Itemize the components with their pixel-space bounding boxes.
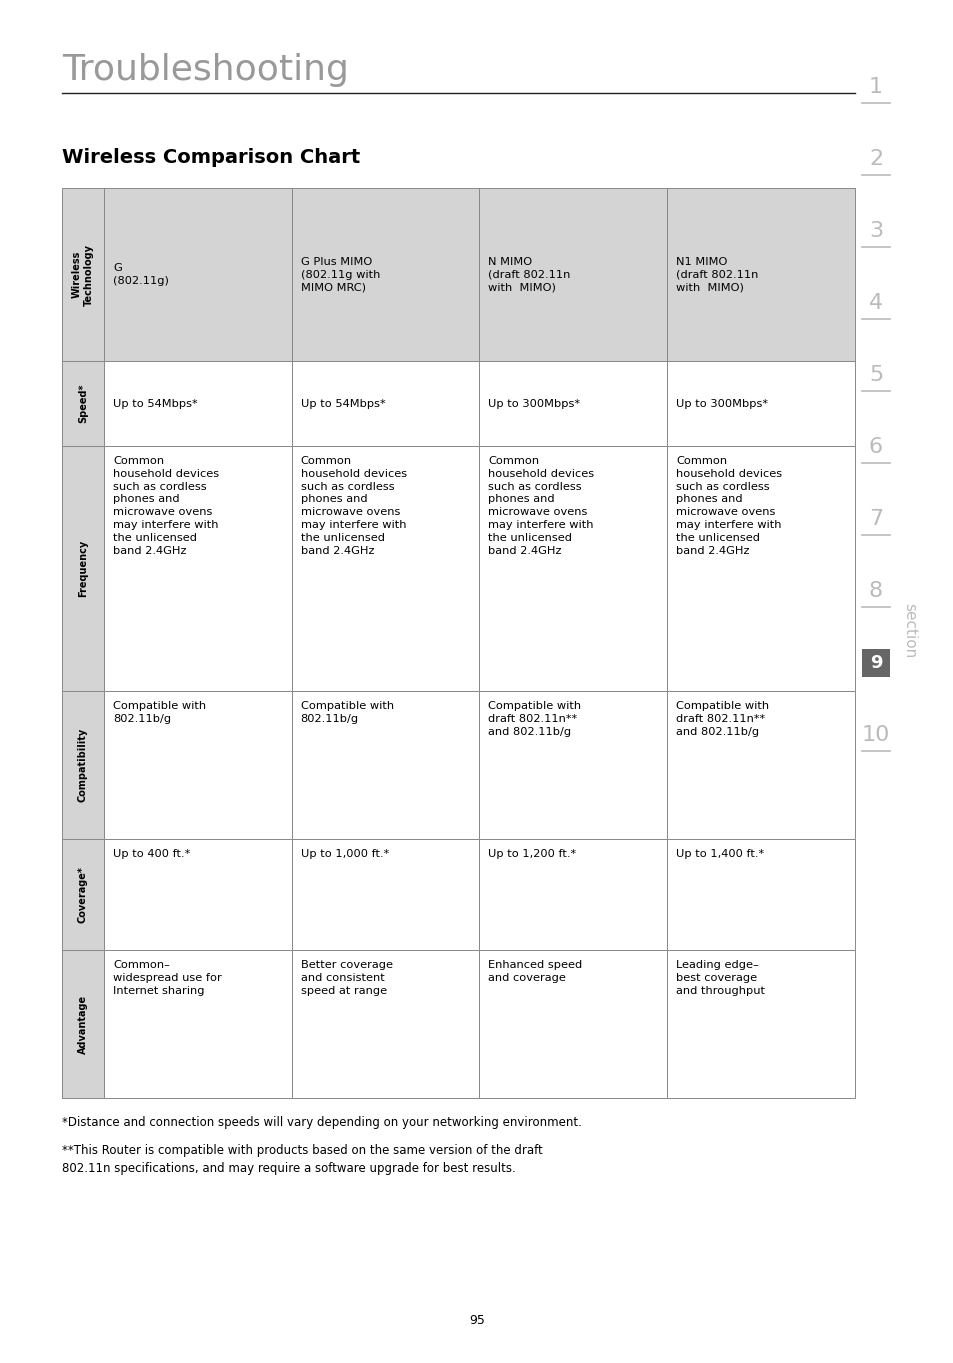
Text: 2: 2 [868, 149, 882, 169]
Bar [62, 446, 104, 691]
Bar [479, 691, 666, 840]
Text: Better coverage
and consistent
speed at range: Better coverage and consistent speed at … [300, 961, 393, 996]
Text: Enhanced speed
and coverage: Enhanced speed and coverage [488, 961, 582, 983]
Text: Common
household devices
such as cordless
phones and
microwave ovens
may interfe: Common household devices such as cordles… [112, 457, 219, 556]
Text: Compatible with
802.11b/g: Compatible with 802.11b/g [112, 702, 206, 724]
Text: 5: 5 [868, 365, 882, 384]
Text: Speed*: Speed* [78, 384, 88, 424]
Text: Wireless Comparison Chart: Wireless Comparison Chart [62, 149, 360, 168]
Text: Compatible with
draft 802.11n**
and 802.11b/g: Compatible with draft 802.11n** and 802.… [676, 702, 768, 737]
Text: Up to 1,400 ft.*: Up to 1,400 ft.* [676, 849, 763, 859]
Text: Common
household devices
such as cordless
phones and
microwave ovens
may interfe: Common household devices such as cordles… [676, 457, 781, 556]
Text: Frequency: Frequency [78, 540, 88, 597]
Text: Troubleshooting: Troubleshooting [62, 53, 349, 87]
Bar [104, 950, 292, 1099]
Text: Up to 54Mbps*: Up to 54Mbps* [300, 398, 385, 409]
Text: N MIMO
(draft 802.11n
with  MIMO): N MIMO (draft 802.11n with MIMO) [488, 256, 570, 293]
Bar [292, 840, 479, 950]
Text: Compatibility: Compatibility [78, 728, 88, 803]
Text: **This Router is compatible with products based on the same version of the draft: **This Router is compatible with product… [62, 1144, 542, 1175]
Text: Up to 1,200 ft.*: Up to 1,200 ft.* [488, 849, 576, 859]
Text: 3: 3 [868, 221, 882, 241]
Text: G
(802.11g): G (802.11g) [112, 263, 169, 286]
Bar [666, 840, 854, 950]
Text: Compatible with
802.11b/g: Compatible with 802.11b/g [300, 702, 394, 724]
Bar [104, 691, 292, 840]
Text: 10: 10 [861, 725, 889, 746]
Text: 1: 1 [868, 76, 882, 97]
Bar [479, 950, 666, 1099]
Bar [104, 446, 292, 691]
Text: Up to 300Mbps*: Up to 300Mbps* [676, 398, 767, 409]
Text: 9: 9 [869, 654, 882, 672]
Bar [62, 361, 104, 446]
Text: Common
household devices
such as cordless
phones and
microwave ovens
may interfe: Common household devices such as cordles… [488, 457, 594, 556]
Text: G Plus MIMO
(802.11g with
MIMO MRC): G Plus MIMO (802.11g with MIMO MRC) [300, 256, 379, 293]
Text: 4: 4 [868, 293, 882, 313]
Text: Advantage: Advantage [78, 995, 88, 1054]
Text: 95: 95 [469, 1314, 484, 1328]
Bar [479, 361, 666, 446]
Text: 6: 6 [868, 438, 882, 457]
Text: Common–
widespread use for
Internet sharing: Common– widespread use for Internet shar… [112, 961, 221, 996]
Bar [62, 188, 104, 361]
Bar [292, 950, 479, 1099]
Text: Up to 1,000 ft.*: Up to 1,000 ft.* [300, 849, 389, 859]
Text: Common
household devices
such as cordless
phones and
microwave ovens
may interfe: Common household devices such as cordles… [300, 457, 406, 556]
Bar [104, 188, 292, 361]
Text: section: section [902, 602, 917, 658]
Bar [862, 649, 889, 677]
Bar [104, 840, 292, 950]
Text: Wireless
Technology: Wireless Technology [71, 244, 94, 305]
Bar [62, 691, 104, 840]
Text: Up to 54Mbps*: Up to 54Mbps* [112, 398, 197, 409]
Bar [292, 188, 479, 361]
Text: N1 MIMO
(draft 802.11n
with  MIMO): N1 MIMO (draft 802.11n with MIMO) [676, 256, 758, 293]
Bar [62, 950, 104, 1099]
Bar [62, 840, 104, 950]
Text: Up to 400 ft.*: Up to 400 ft.* [112, 849, 190, 859]
Text: *Distance and connection speeds will vary depending on your networking environme: *Distance and connection speeds will var… [62, 1116, 581, 1129]
Text: Coverage*: Coverage* [78, 867, 88, 923]
Bar [292, 361, 479, 446]
Bar [666, 188, 854, 361]
Bar [666, 361, 854, 446]
Bar [666, 950, 854, 1099]
Bar [292, 446, 479, 691]
Bar [666, 446, 854, 691]
Text: 7: 7 [868, 508, 882, 529]
Bar [479, 446, 666, 691]
Bar [479, 188, 666, 361]
Bar [666, 691, 854, 840]
Bar [479, 840, 666, 950]
Bar [292, 691, 479, 840]
Text: 8: 8 [868, 581, 882, 601]
Bar [104, 361, 292, 446]
Text: Compatible with
draft 802.11n**
and 802.11b/g: Compatible with draft 802.11n** and 802.… [488, 702, 581, 737]
Text: Up to 300Mbps*: Up to 300Mbps* [488, 398, 579, 409]
Text: Leading edge–
best coverage
and throughput: Leading edge– best coverage and throughp… [676, 961, 764, 996]
